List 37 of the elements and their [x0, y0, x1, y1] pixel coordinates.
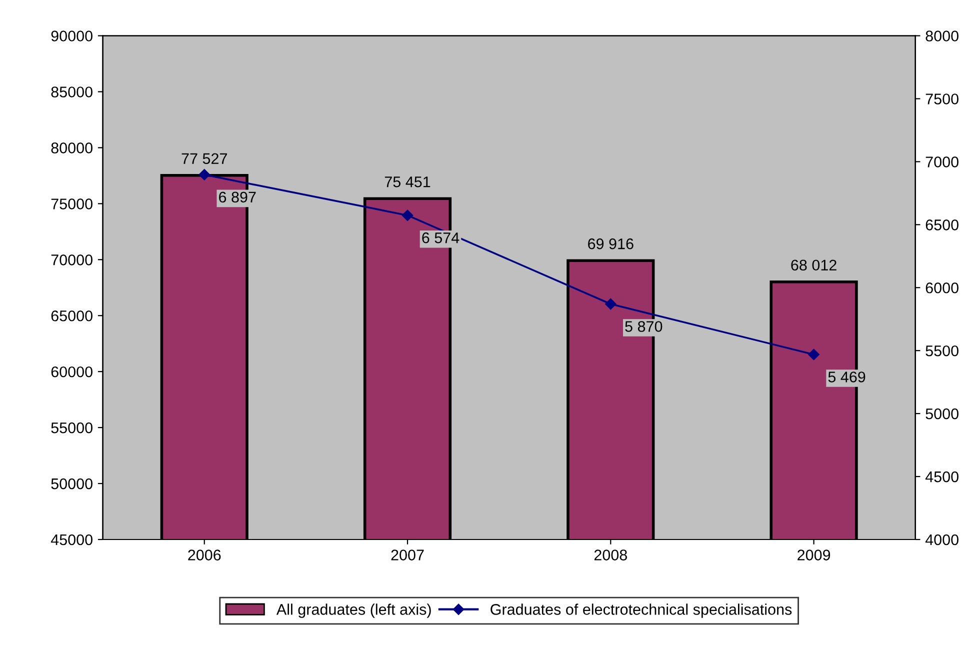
point: [605, 298, 616, 310]
point: [198, 169, 210, 180]
x-tick-label: 2007: [391, 550, 424, 560]
y-tick-label: 60000: [51, 366, 92, 378]
y2-tick-label: 5000: [926, 408, 958, 420]
data-label: 69 916: [588, 238, 634, 250]
y2-tick-label: 7000: [926, 156, 958, 168]
y-tick-label: 55000: [51, 422, 92, 434]
data-label: 6 897: [219, 192, 256, 203]
x-tick-label: 2009: [798, 550, 830, 560]
y-tick-label: 90000: [51, 30, 92, 42]
y2-tick-label: 7500: [926, 94, 958, 104]
y-tick-label: 80000: [51, 142, 92, 154]
y2-tick-label: 4500: [925, 471, 958, 482]
y-tick-label: 65000: [51, 310, 92, 322]
y-tick-label: 70000: [51, 254, 92, 266]
y-tick-label: 45000: [50, 534, 92, 546]
y2-tick-label: 4000: [925, 534, 958, 546]
data-label: 77 527: [182, 153, 227, 164]
data-label: 75 451: [384, 176, 430, 188]
y2-tick-label: 6000: [926, 282, 958, 294]
data-label: 5 870: [625, 321, 662, 332]
data-label: 5 469: [828, 372, 866, 382]
x-tick-label: 2006: [188, 550, 221, 560]
data-label: 68 012: [791, 260, 836, 271]
y2-tick-label: 5500: [926, 345, 958, 356]
y-tick-label: 50000: [51, 478, 92, 490]
x-tick-label: 2008: [594, 550, 627, 560]
y-tick-label: 85000: [51, 86, 92, 98]
legend-label: All graduates (left axis): [276, 604, 431, 618]
y2-tick-label: 8000: [926, 30, 958, 42]
point: [402, 210, 414, 221]
y2-tick-label: 6500: [926, 220, 958, 230]
y-tick-label: 75000: [51, 198, 92, 210]
point: [808, 348, 820, 360]
data-label: 6 574: [422, 232, 460, 244]
legend-label: Graduates of electrotechnical specialisations: [490, 604, 792, 618]
